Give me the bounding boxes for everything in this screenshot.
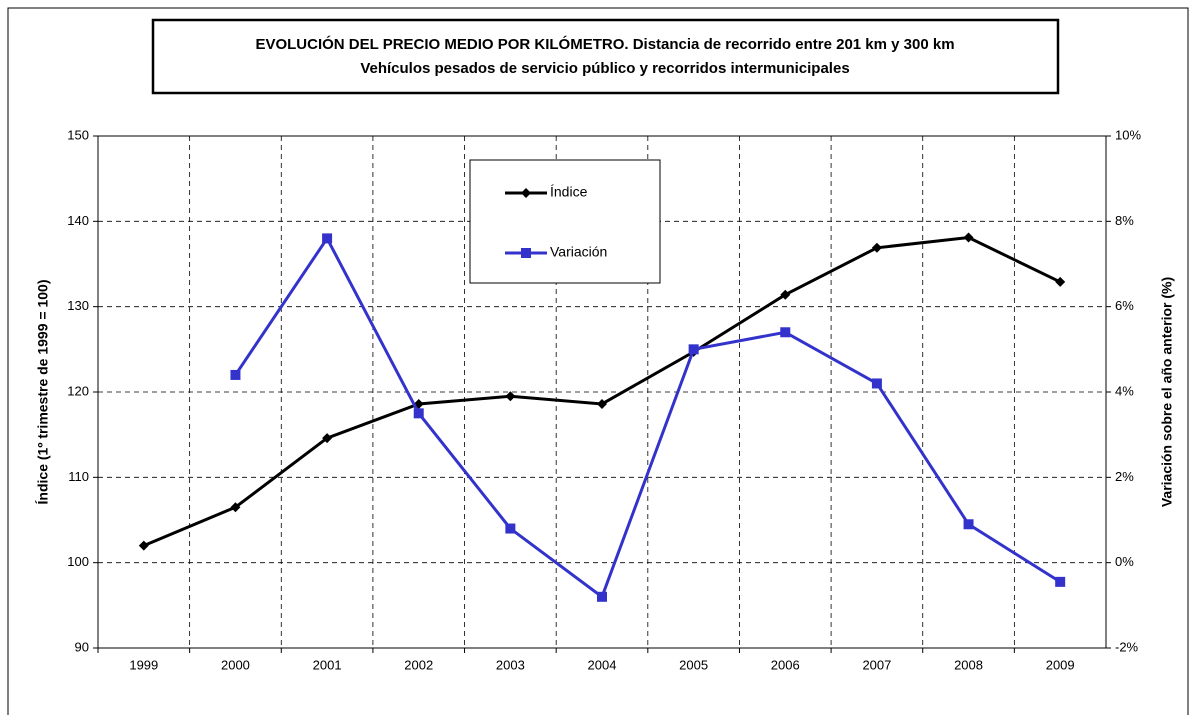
- x-tick-label: 2005: [679, 657, 708, 672]
- chart-subtitle: Vehículos pesados de servicio público y …: [360, 60, 849, 77]
- point: [963, 519, 974, 530]
- x-tick-label: 2007: [862, 657, 891, 672]
- x-tick-label: 2004: [588, 657, 617, 672]
- point: [597, 398, 607, 409]
- legend-marker: [521, 248, 531, 258]
- x-tick-label: 2003: [496, 657, 525, 672]
- point: [780, 289, 791, 300]
- x-tick-label: 2000: [221, 657, 250, 672]
- y2-tick-label: -2%: [1115, 639, 1139, 654]
- legend-box: [469, 159, 661, 284]
- y-tick-label: 120: [67, 383, 89, 398]
- point: [871, 242, 882, 253]
- y2-tick-label: 2%: [1115, 469, 1134, 484]
- point: [1055, 276, 1066, 287]
- x-tick-label: 2001: [313, 657, 342, 672]
- point: [505, 523, 516, 534]
- legend-marker: [521, 188, 531, 198]
- point: [505, 391, 516, 402]
- y-tick-label: 110: [68, 469, 89, 484]
- y-tick-label: 130: [67, 298, 89, 313]
- y2-axis-label: Variación sobre el año anterior (%): [1159, 277, 1175, 507]
- point: [230, 502, 241, 513]
- point: [1055, 576, 1066, 587]
- point: [688, 344, 699, 355]
- point: [413, 408, 424, 419]
- legend-label: Variación: [550, 244, 607, 260]
- point: [322, 433, 333, 444]
- point: [322, 233, 333, 244]
- y2-tick-label: 0%: [1115, 554, 1134, 569]
- chart-border: [7, 7, 1189, 720]
- point: [138, 540, 149, 551]
- y2-tick-label: 10%: [1115, 127, 1141, 142]
- x-tick-label: 2009: [1046, 657, 1075, 672]
- point: [597, 591, 607, 602]
- y2-tick-label: 4%: [1115, 383, 1134, 398]
- series-line: [234, 235, 1061, 600]
- x-tick-label: 2008: [954, 657, 983, 672]
- point: [963, 232, 974, 243]
- y-tick-label: 90: [75, 639, 89, 654]
- point: [780, 327, 791, 338]
- point: [871, 378, 882, 389]
- y-tick-label: 100: [67, 554, 89, 569]
- x-tick-label: 1999: [129, 657, 158, 672]
- y-tick-label: 150: [67, 127, 89, 142]
- y-tick-label: 140: [67, 213, 89, 228]
- plot-area: [97, 135, 1107, 649]
- y2-tick-label: 8%: [1115, 213, 1134, 228]
- x-tick-label: 2002: [404, 657, 433, 672]
- x-tick-label: 2006: [771, 657, 800, 672]
- y-axis-label: Índice (1º trimestre de 1999 = 100): [35, 280, 51, 505]
- y2-tick-label: 6%: [1115, 298, 1134, 313]
- title-box: [151, 18, 1060, 95]
- legend-label: Índice: [550, 184, 588, 200]
- chart-title: EVOLUCIÓN DEL PRECIO MEDIO POR KILÓMETRO…: [255, 35, 954, 53]
- point: [230, 369, 241, 380]
